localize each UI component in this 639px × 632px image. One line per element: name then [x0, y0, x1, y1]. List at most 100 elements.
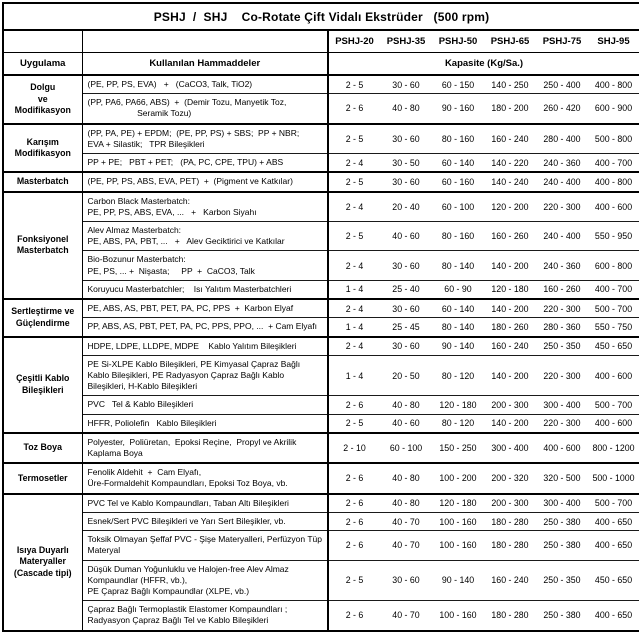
capacity-value-cell: 600 - 900 [588, 93, 639, 124]
capacity-value-cell: 90 - 140 [432, 559, 484, 601]
table-row: Fonksiyonel Masterbatch Carbon Black Mast… [3, 190, 639, 300]
capacity-value-cell: 100 - 160 [432, 600, 484, 631]
capacity-value-cell: 220 - 300 [536, 190, 588, 222]
application-column-title: Uygulama [3, 52, 83, 76]
capacity-value-cell: 90 - 160 [432, 93, 484, 124]
table-row: Masterbatch (PE, PP, PS, ABS, EVA, PET) +… [3, 171, 639, 192]
capacity-value-cell: 240 - 360 [536, 153, 588, 173]
capacity-value-cell: 80 - 160 [432, 220, 484, 251]
capacity-value-cell: 400 - 800 [588, 171, 639, 192]
materials-cell: Fenolik Aldehit + Cam Elyafı, Üre-Formal… [82, 462, 329, 494]
capacity-value-cell: 250 - 380 [536, 600, 588, 631]
capacity-value-cell: 140 - 200 [484, 354, 536, 396]
capacity-value-cell: 240 - 400 [536, 171, 588, 192]
capacity-value-cell: 400 - 600 [588, 190, 639, 222]
capacity-value-cell: 30 - 50 [380, 153, 432, 173]
capacity-value-cell: 250 - 350 [536, 559, 588, 601]
capacity-value-cell: 200 - 300 [484, 395, 536, 415]
materials-cell: (PP, PA6, PA66, ABS) + (Demir Tozu, Many… [82, 93, 329, 124]
application-group-label: Toz Boya [3, 431, 83, 464]
machine-header-row: PSHJ-20 PSHJ-35 PSHJ-50 PSHJ-65 PSHJ-75 … [3, 30, 639, 53]
capacity-value-cell: 30 - 60 [380, 559, 432, 601]
capacity-value-cell: 500 - 700 [588, 395, 639, 415]
capacity-value-cell: 30 - 60 [380, 74, 432, 94]
materials-cell: Esnek/Sert PVC Bileşikleri ve Yarı Sert … [82, 511, 329, 531]
capacity-value-cell: 60 - 100 [432, 190, 484, 222]
capacity-value-cell: 40 - 80 [380, 93, 432, 124]
table-row: Bio-Bozunur Masterbatch: PE, PS, ... + N… [3, 250, 639, 281]
capacity-value-cell: 80 - 120 [432, 354, 484, 396]
table-header: PSHJ / SHJ Co-Rotate Çift Vidalı Ekstrüd… [3, 3, 639, 76]
capacity-value-cell: 60 - 140 [432, 298, 484, 318]
capacity-value-cell: 220 - 300 [536, 298, 588, 318]
table-row: PP + PE; PBT + PET; (PA, PC, CPE, TPU) +… [3, 153, 639, 173]
capacity-value-cell: 280 - 360 [536, 317, 588, 337]
table-row: Isıya Duyarlı Materyaller (Cascade tipi)… [3, 492, 639, 631]
capacity-value-cell: 2 - 5 [328, 559, 380, 601]
table-row: PE Si-XLPE Kablo Bileşikleri, PE Kimyasa… [3, 354, 639, 396]
capacity-value-cell: 40 - 80 [380, 462, 432, 494]
capacity-value-cell: 140 - 250 [484, 74, 536, 94]
capacity-value-cell: 2 - 10 [328, 431, 380, 464]
materials-cell: Koruyucu Masterbatchler; Isı Yalıtım Mas… [82, 279, 329, 300]
capacity-value-cell: 250 - 380 [536, 530, 588, 561]
capacity-value-cell: 400 - 650 [588, 511, 639, 531]
table-row: PVC Tel & Kablo Bileşikleri 2 - 6 40 - 80 1… [3, 395, 639, 415]
capacity-value-cell: 550 - 950 [588, 220, 639, 251]
application-group-label: Fonksiyonel Masterbatch [3, 190, 83, 300]
capacity-value-cell: 60 - 90 [432, 279, 484, 300]
capacity-value-cell: 2 - 5 [328, 220, 380, 251]
materials-cell: Bio-Bozunur Masterbatch: PE, PS, ... + N… [82, 250, 329, 281]
capacity-value-cell: 40 - 60 [380, 220, 432, 251]
application-group-label: Dolgu ve Modifikasyon [3, 74, 83, 124]
capacity-value-cell: 30 - 60 [380, 335, 432, 356]
capacity-value-cell: 600 - 800 [588, 250, 639, 281]
empty-corner-cell [82, 30, 329, 53]
capacity-value-cell: 160 - 260 [484, 220, 536, 251]
capacity-value-cell: 2 - 6 [328, 93, 380, 124]
capacity-value-cell: 180 - 200 [484, 93, 536, 124]
capacity-value-cell: 40 - 70 [380, 530, 432, 561]
application-group-label: Karışım Modifikasyon [3, 122, 83, 173]
empty-corner-cell [3, 30, 83, 53]
capacity-value-cell: 2 - 6 [328, 492, 380, 513]
capacity-value-cell: 120 - 180 [432, 492, 484, 513]
materials-cell: (PE, PP, PS, EVA) + (CaCO3, Talk, TiO2) [82, 74, 329, 94]
materials-cell: (PE, PP, PS, ABS, EVA, PET) + (Pigment v… [82, 171, 329, 192]
capacity-value-cell: 160 - 240 [484, 122, 536, 154]
table-row: Termosetler Fenolik Aldehit + Cam Elyafı,… [3, 462, 639, 494]
capacity-value-cell: 30 - 60 [380, 298, 432, 318]
table-row: (PP, PA6, PA66, ABS) + (Demir Tozu, Many… [3, 93, 639, 124]
capacity-value-cell: 2 - 5 [328, 74, 380, 94]
capacity-value-cell: 140 - 220 [484, 153, 536, 173]
capacity-value-cell: 150 - 250 [432, 431, 484, 464]
capacity-value-cell: 2 - 6 [328, 600, 380, 631]
capacity-value-cell: 120 - 180 [484, 279, 536, 300]
capacity-value-cell: 25 - 40 [380, 279, 432, 300]
capacity-value-cell: 60 - 160 [432, 171, 484, 192]
capacity-value-cell: 400 - 600 [588, 413, 639, 433]
capacity-value-cell: 300 - 400 [536, 395, 588, 415]
capacity-value-cell: 100 - 200 [432, 462, 484, 494]
capacity-value-cell: 40 - 70 [380, 600, 432, 631]
capacity-value-cell: 1 - 4 [328, 279, 380, 300]
capacity-value-cell: 2 - 4 [328, 298, 380, 318]
capacity-value-cell: 220 - 300 [536, 354, 588, 396]
capacity-value-cell: 80 - 140 [432, 250, 484, 281]
capacity-value-cell: 400 - 700 [588, 153, 639, 173]
capacity-value-cell: 300 - 400 [536, 492, 588, 513]
table-row: Esnek/Sert PVC Bileşikleri ve Yarı Sert … [3, 511, 639, 531]
capacity-value-cell: 400 - 650 [588, 600, 639, 631]
capacity-value-cell: 500 - 700 [588, 298, 639, 318]
column-header-pshj-50: PSHJ-50 [432, 30, 484, 53]
column-header-shj-95: SHJ-95 [588, 30, 639, 53]
capacity-value-cell: 500 - 1000 [588, 462, 639, 494]
table-row: Toz Boya Polyester, Poliüretan, Epoksi Re… [3, 431, 639, 464]
capacity-value-cell: 450 - 650 [588, 335, 639, 356]
materials-cell: HDPE, LDPE, LLDPE, MDPE Kablo Yalıtım Bi… [82, 335, 329, 356]
page-title: PSHJ / SHJ Co-Rotate Çift Vidalı Ekstrüd… [3, 3, 639, 31]
capacity-value-cell: 2 - 4 [328, 190, 380, 222]
